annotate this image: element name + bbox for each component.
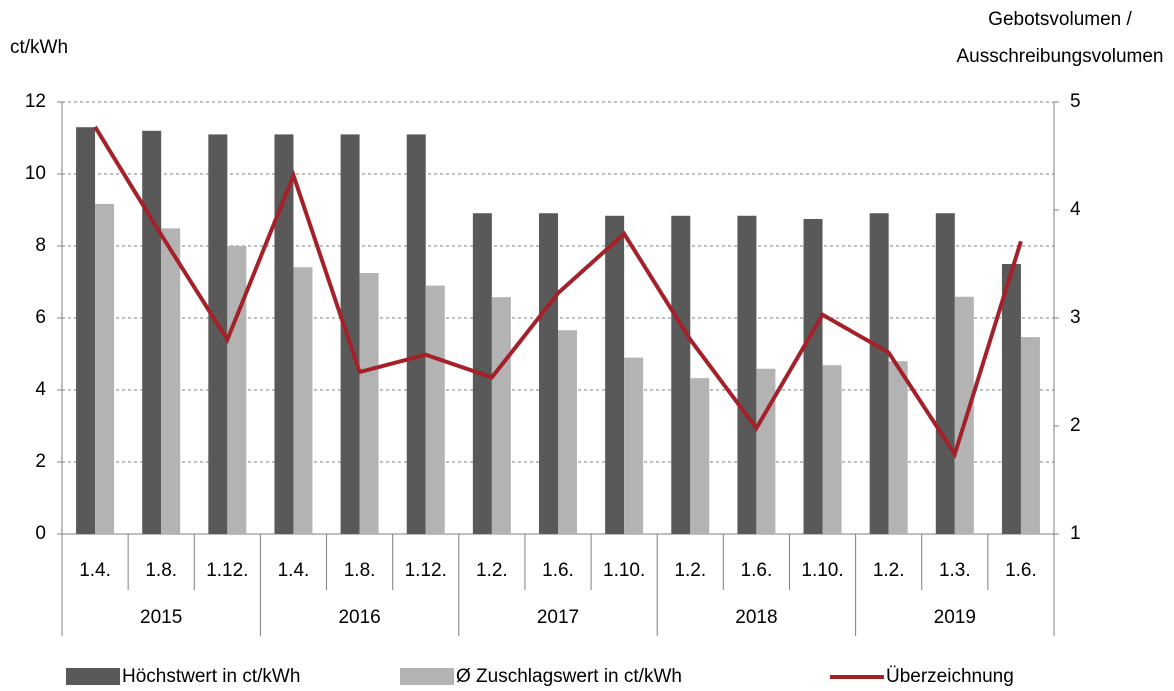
bar bbox=[491, 297, 511, 534]
legend-swatch bbox=[400, 668, 454, 685]
y-tick-label: 8 bbox=[35, 235, 46, 256]
y-tick-label: 6 bbox=[35, 307, 46, 328]
bar bbox=[935, 213, 955, 535]
bar bbox=[822, 365, 842, 534]
bar bbox=[539, 213, 558, 535]
y-tick-label: 2 bbox=[35, 451, 46, 472]
y-tick-label: 10 bbox=[25, 163, 46, 184]
bar bbox=[869, 213, 889, 535]
x-tick-label: 1.2. bbox=[873, 560, 905, 581]
bar bbox=[756, 368, 776, 534]
y-tick-label: 4 bbox=[35, 379, 46, 400]
bar bbox=[76, 127, 96, 534]
y2-tick-label: 4 bbox=[1070, 199, 1081, 220]
bar bbox=[293, 267, 313, 534]
x-tick-label: 1.12. bbox=[405, 560, 447, 581]
group-label: 2016 bbox=[338, 607, 380, 628]
y2-axis-label: Ausschreibungsvolumen bbox=[956, 46, 1163, 67]
x-tick-label: 1.12. bbox=[206, 560, 248, 581]
group-label: 2019 bbox=[934, 607, 976, 628]
bar bbox=[425, 285, 445, 534]
x-tick-label: 1.6. bbox=[741, 560, 773, 581]
x-tick-label: 1.8. bbox=[344, 560, 376, 581]
group-label: 2015 bbox=[140, 607, 182, 628]
bar bbox=[888, 361, 908, 534]
group-label: 2018 bbox=[735, 607, 777, 628]
bar bbox=[161, 228, 181, 535]
bar bbox=[340, 134, 360, 534]
x-tick-label: 1.6. bbox=[542, 560, 574, 581]
bar bbox=[558, 330, 577, 534]
y2-axis-label: Gebotsvolumen / bbox=[988, 9, 1132, 30]
y2-tick-label: 3 bbox=[1070, 307, 1081, 328]
bar bbox=[690, 378, 710, 534]
x-tick-label: 1.10. bbox=[801, 560, 843, 581]
y2-tick-label: 5 bbox=[1070, 91, 1081, 112]
bar bbox=[1001, 264, 1021, 534]
bar bbox=[274, 134, 294, 534]
legend-label: Ø Zuschlagswert in ct/kWh bbox=[456, 666, 682, 687]
y2-tick-label: 2 bbox=[1070, 415, 1081, 436]
bar bbox=[1020, 337, 1040, 534]
bar bbox=[227, 246, 247, 534]
bar bbox=[142, 130, 162, 535]
legend-label: Höchstwert in ct/kWh bbox=[122, 666, 300, 687]
x-tick-label: 1.8. bbox=[145, 560, 177, 581]
bar bbox=[406, 134, 426, 534]
legend-label: Überzeichnung bbox=[886, 666, 1014, 687]
y2-tick-label: 1 bbox=[1070, 523, 1081, 544]
x-tick-label: 1.10. bbox=[603, 560, 645, 581]
x-tick-label: 1.4. bbox=[79, 560, 111, 581]
bar bbox=[605, 215, 625, 534]
legend-swatch bbox=[66, 668, 120, 685]
x-tick-label: 1.6. bbox=[1005, 560, 1037, 581]
y-tick-label: 0 bbox=[35, 523, 46, 544]
line bbox=[93, 125, 1023, 459]
bar bbox=[803, 219, 823, 534]
group-label: 2017 bbox=[537, 607, 579, 628]
x-tick-label: 1.2. bbox=[674, 560, 706, 581]
x-tick-label: 1.4. bbox=[278, 560, 310, 581]
bar bbox=[95, 203, 115, 534]
bar bbox=[671, 215, 691, 534]
bar bbox=[954, 296, 974, 534]
bar bbox=[208, 134, 228, 534]
x-tick-label: 1.3. bbox=[939, 560, 971, 581]
y-axis-label: ct/kWh bbox=[10, 37, 68, 58]
bar bbox=[737, 215, 757, 534]
bar bbox=[624, 357, 644, 534]
bar bbox=[359, 273, 379, 534]
x-tick-label: 1.2. bbox=[476, 560, 508, 581]
y-tick-label: 12 bbox=[25, 91, 46, 112]
